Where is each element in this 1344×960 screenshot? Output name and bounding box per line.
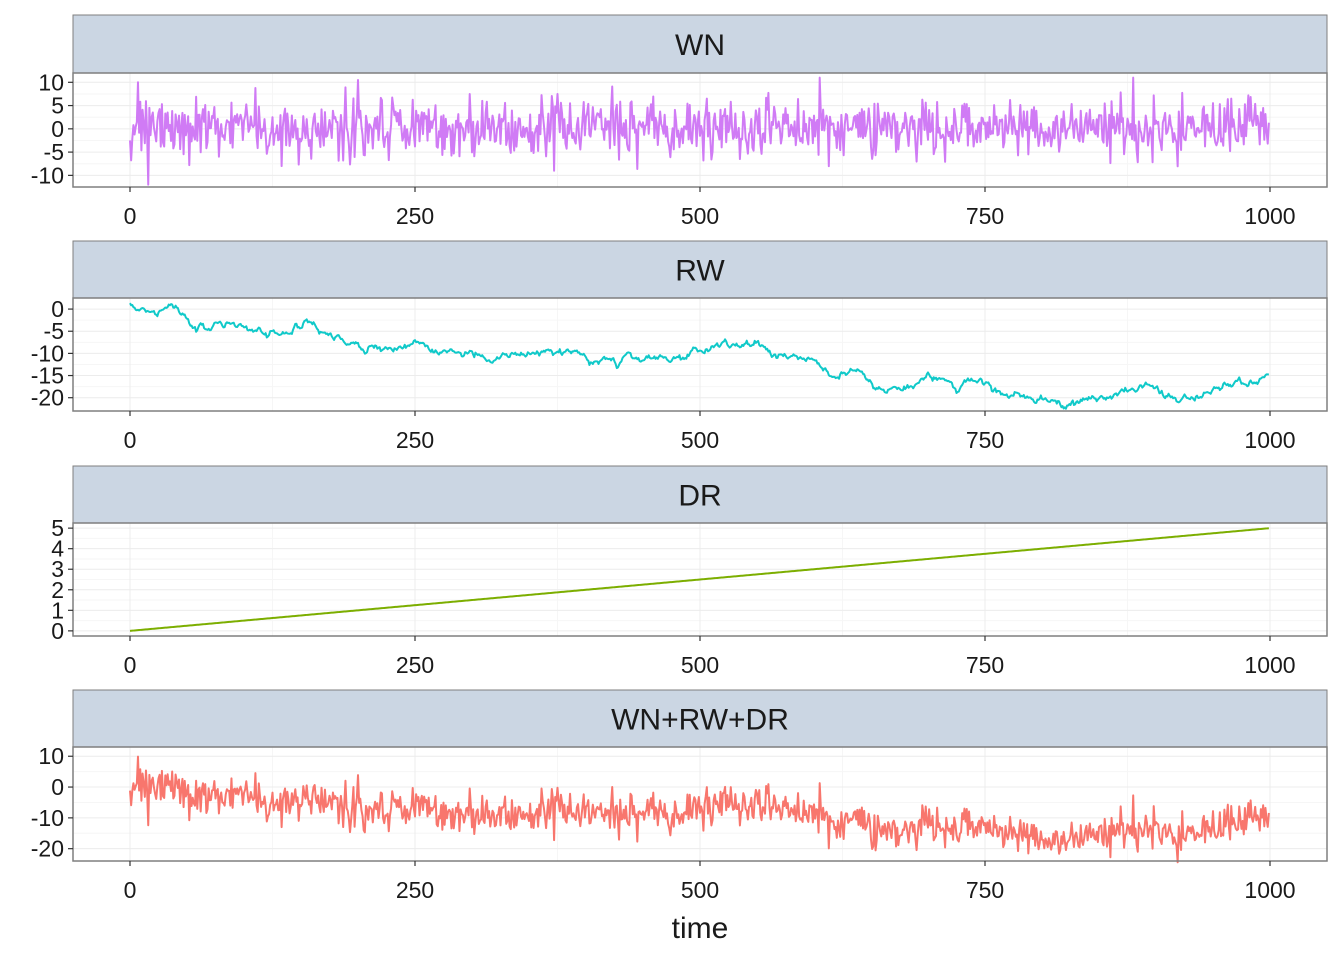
x-tick-label: 500	[681, 427, 719, 453]
x-tick-label: 500	[681, 652, 719, 678]
y-tick-label: 3	[51, 556, 64, 582]
strip-wn	[72, 14, 1328, 74]
y-tick-label: 0	[51, 618, 64, 644]
x-tick-label: 750	[966, 877, 1004, 903]
strip-label-wn: WN	[675, 29, 725, 62]
y-tick-label: -20	[31, 385, 64, 411]
x-tick-label: 1000	[1244, 652, 1295, 678]
x-tick-label: 0	[124, 877, 137, 903]
y-tick-label: -15	[31, 363, 64, 389]
y-tick-label: 4	[51, 536, 64, 562]
x-tick-label: 1000	[1244, 427, 1295, 453]
series-line-dr	[129, 527, 1269, 632]
x-tick-label: 500	[681, 203, 719, 229]
x-tick-label: 0	[124, 652, 137, 678]
x-tick-label: 500	[681, 877, 719, 903]
y-tick-label: 0	[51, 774, 64, 800]
series-line-wn	[129, 76, 1270, 186]
x-tick-label: 750	[966, 652, 1004, 678]
x-tick-label: 250	[396, 427, 434, 453]
strip-label-wn-rw-dr: WN+RW+DR	[611, 704, 789, 737]
strip-label-rw: RW	[675, 255, 725, 288]
x-tick-label: 750	[966, 203, 1004, 229]
y-tick-label: -20	[31, 836, 64, 862]
series-line-wn-rw-dr	[129, 755, 1270, 864]
y-tick-label: -10	[31, 340, 64, 366]
y-tick-label: 0	[51, 296, 64, 322]
x-tick-label: 250	[396, 203, 434, 229]
x-tick-label: 250	[396, 877, 434, 903]
y-tick-label: 1	[51, 597, 64, 623]
x-tick-label: 250	[396, 652, 434, 678]
x-tick-label: 750	[966, 427, 1004, 453]
y-tick-label: -10	[31, 162, 64, 188]
x-tick-label: 1000	[1244, 877, 1295, 903]
strip-label-dr: DR	[678, 480, 721, 513]
x-tick-label: 0	[124, 427, 137, 453]
strip-dr	[72, 465, 1328, 524]
x-tick-label: 0	[124, 203, 137, 229]
y-tick-label: 2	[51, 577, 64, 603]
strip-rw	[72, 240, 1328, 299]
y-tick-label: -5	[44, 139, 64, 165]
x-tick-label: 1000	[1244, 203, 1295, 229]
facet-rw: RW-20-15-10-500 250 500 750 1000	[31, 240, 1328, 453]
y-tick-label: -10	[31, 805, 64, 831]
y-tick-label: 10	[38, 69, 64, 95]
facet-wn-rw-dr: WN+RW+DR -20 -10 0 10 0 250 500 750 1000	[31, 689, 1328, 903]
y-tick-label: 5	[51, 515, 64, 541]
strip-wn-rw-dr	[72, 689, 1328, 748]
y-tick-label: 5	[51, 93, 64, 119]
x-axis-title: time	[672, 912, 729, 945]
y-tick-label: 0	[51, 116, 64, 142]
y-tick-label: 10	[38, 743, 64, 769]
y-tick-label: -5	[44, 318, 64, 344]
series-line-rw	[129, 302, 1269, 410]
